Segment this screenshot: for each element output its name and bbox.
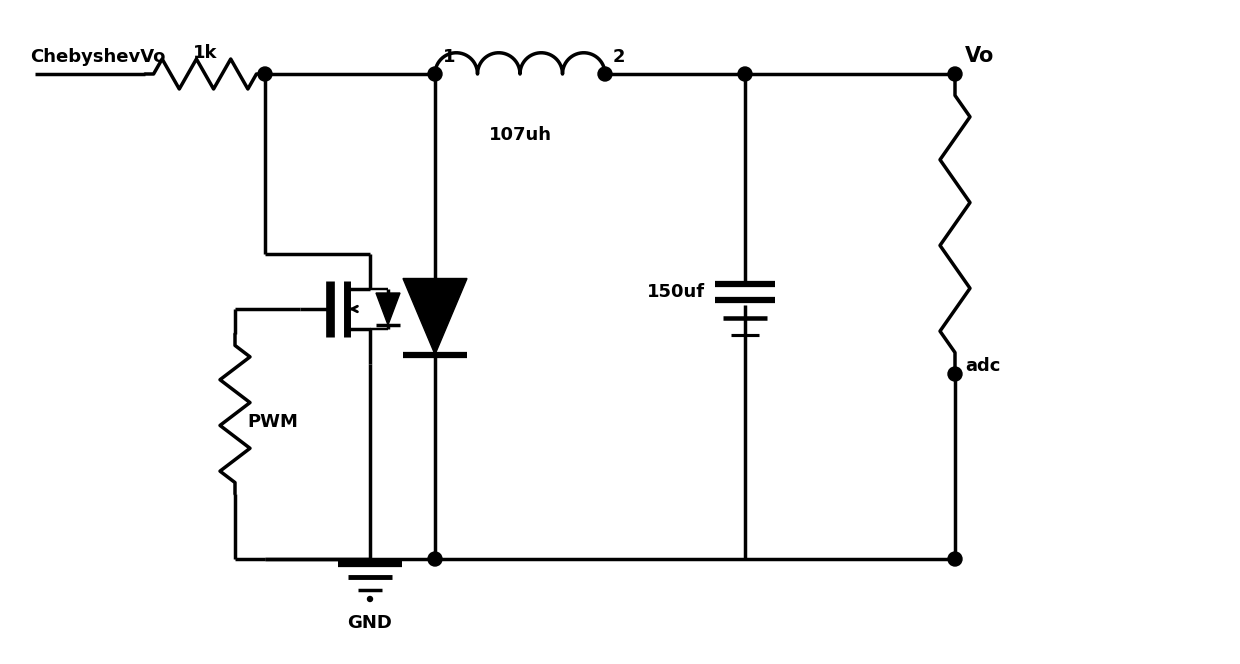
Polygon shape — [376, 293, 401, 325]
Text: adc: adc — [965, 357, 1001, 375]
Text: 1k: 1k — [192, 44, 217, 62]
Polygon shape — [403, 278, 467, 355]
Circle shape — [598, 67, 613, 81]
Text: 2: 2 — [613, 48, 625, 66]
Circle shape — [428, 552, 441, 566]
Circle shape — [367, 596, 372, 602]
Text: 107uh: 107uh — [489, 126, 552, 144]
Circle shape — [738, 67, 751, 81]
Text: GND: GND — [347, 614, 392, 632]
Circle shape — [258, 67, 272, 81]
Text: PWM: PWM — [247, 413, 298, 431]
Text: Vo: Vo — [965, 46, 994, 66]
Text: ChebyshevVo: ChebyshevVo — [30, 48, 165, 66]
Text: 150uf: 150uf — [647, 283, 706, 301]
Circle shape — [949, 367, 962, 381]
Circle shape — [949, 67, 962, 81]
Text: Q?: Q? — [417, 278, 443, 296]
Circle shape — [428, 67, 441, 81]
Circle shape — [949, 552, 962, 566]
Text: 1: 1 — [443, 48, 455, 66]
